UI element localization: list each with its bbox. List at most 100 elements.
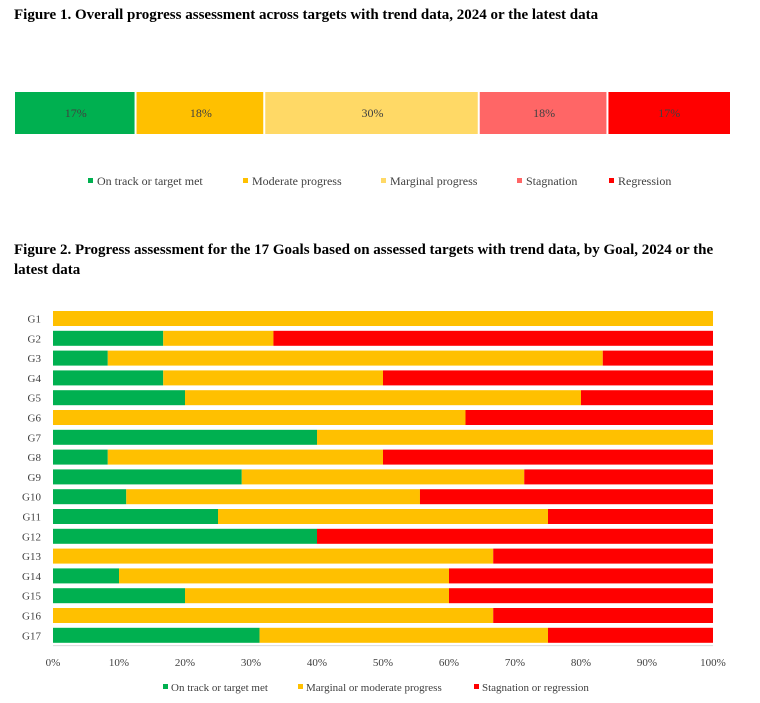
fig2-legend-swatch-on-track-or-target-met xyxy=(163,684,168,689)
fig2-x-tick-label: 20% xyxy=(175,657,195,669)
fig2-bar-g11-marginal-or-moderate-progress xyxy=(218,509,548,524)
fig2-x-tick-label: 50% xyxy=(373,657,393,669)
fig2-category-label: G9 xyxy=(28,472,42,484)
fig2-legend-swatch-marginal-or-moderate-progress xyxy=(298,684,303,689)
figure1-chart: 17% 18% 30% 18% 17% xyxy=(15,92,730,134)
fig2-bar-g10-on-track-or-target-met xyxy=(53,489,127,505)
fig2-category-label: G6 xyxy=(28,413,42,425)
fig2-bar-g11-on-track-or-target-met xyxy=(53,509,218,524)
fig2-bar-g9-stagnation-or-regression xyxy=(524,469,713,485)
fig2-category-label: G2 xyxy=(28,333,41,345)
fig2-legend-label: On track or target met xyxy=(171,682,268,694)
fig2-category-label: G3 xyxy=(28,353,42,365)
fig2-bar-g17-stagnation-or-regression xyxy=(548,627,713,643)
fig1-value-label: 17% xyxy=(658,106,680,120)
fig2-category-label: G15 xyxy=(22,591,41,603)
fig2-bar-g6-marginal-or-moderate-progress xyxy=(53,410,466,425)
fig1-segment-stagnation xyxy=(479,92,607,134)
fig2-bar-g9-marginal-or-moderate-progress xyxy=(241,469,525,485)
fig2-bar-g10-marginal-or-moderate-progress xyxy=(126,489,420,505)
fig2-x-tick-label: 30% xyxy=(241,657,261,669)
fig2-category-label: G10 xyxy=(22,492,41,504)
fig1-legend-swatch-stagnation xyxy=(517,178,522,183)
fig2-x-tick-label: 70% xyxy=(505,657,525,669)
fig2-bar-g8-on-track-or-target-met xyxy=(53,449,108,465)
fig2-x-tick-label: 60% xyxy=(439,657,459,669)
fig2-category-label: G4 xyxy=(28,373,42,385)
fig2-bar-g3-on-track-or-target-met xyxy=(53,350,108,366)
fig1-value-label: 17% xyxy=(65,106,87,120)
fig2-bar-g2-on-track-or-target-met xyxy=(53,330,164,346)
fig2-bar-g8-stagnation-or-regression xyxy=(383,449,713,465)
fig1-legend-swatch-marginal-progress xyxy=(381,178,386,183)
fig1-segment-regression xyxy=(608,92,730,134)
fig1-segment-on-track-or-target-met xyxy=(15,92,135,134)
fig2-bar-g2-marginal-or-moderate-progress xyxy=(163,330,274,346)
fig2-bar-g5-stagnation-or-regression xyxy=(581,390,713,406)
fig2-category-label: G5 xyxy=(28,393,42,405)
fig2-legend-label: Stagnation or regression xyxy=(482,682,589,694)
figure2-x-axis: 0% 10% 20% 30% 40% 50% 60% 70% 80% 90% 100% xyxy=(46,645,726,669)
fig2-x-tick-label: 100% xyxy=(700,657,726,669)
fig2-bar-g14-stagnation-or-regression xyxy=(449,568,713,584)
fig2-x-tick-label: 90% xyxy=(637,657,657,669)
fig2-bar-g4-marginal-or-moderate-progress xyxy=(163,370,383,386)
fig2-bar-g14-marginal-or-moderate-progress xyxy=(119,568,449,584)
fig2-bar-g5-marginal-or-moderate-progress xyxy=(185,390,581,406)
fig2-x-tick-label: 80% xyxy=(571,657,591,669)
fig2-bar-g5-on-track-or-target-met xyxy=(53,390,185,406)
fig2-category-label: G8 xyxy=(28,452,42,464)
fig2-bar-g8-marginal-or-moderate-progress xyxy=(107,449,383,465)
fig2-bar-g2-stagnation-or-regression xyxy=(273,330,713,346)
fig2-category-label: G12 xyxy=(22,531,41,543)
fig2-bar-g6-stagnation-or-regression xyxy=(465,410,713,425)
fig2-category-label: G17 xyxy=(22,630,41,642)
fig2-bar-g17-marginal-or-moderate-progress xyxy=(259,627,548,643)
fig2-bar-g16-marginal-or-moderate-progress xyxy=(53,608,494,623)
fig2-category-label: G11 xyxy=(22,512,41,524)
fig2-legend-swatch-stagnation-or-regression xyxy=(474,684,479,689)
fig2-x-tick-label: 0% xyxy=(46,657,61,669)
fig2-bar-g10-stagnation-or-regression xyxy=(419,489,713,505)
fig1-legend-swatch-on-track-or-target-met xyxy=(88,178,93,183)
fig2-category-label: G7 xyxy=(28,432,42,444)
fig2-x-tick-label: 10% xyxy=(109,657,129,669)
fig2-bar-g15-on-track-or-target-met xyxy=(53,588,185,604)
fig2-bar-g4-stagnation-or-regression xyxy=(383,370,713,386)
fig2-category-label: G13 xyxy=(22,551,41,563)
fig2-bar-g15-stagnation-or-regression xyxy=(449,588,713,604)
fig1-legend-label: Moderate progress xyxy=(252,174,342,188)
fig2-bar-g12-on-track-or-target-met xyxy=(53,528,317,544)
fig2-bar-g11-stagnation-or-regression xyxy=(548,509,713,524)
fig1-legend-label: Marginal progress xyxy=(390,174,478,188)
fig2-bar-g15-marginal-or-moderate-progress xyxy=(185,588,449,604)
fig1-legend-swatch-moderate-progress xyxy=(243,178,248,183)
fig2-category-label: G1 xyxy=(28,314,41,326)
fig2-bar-g4-on-track-or-target-met xyxy=(53,370,164,386)
figure1-title: Figure 1. Overall progress assessment ac… xyxy=(14,7,599,23)
fig2-bar-g16-stagnation-or-regression xyxy=(493,608,713,623)
figure1-legend: On track or target met Moderate progress M… xyxy=(88,174,671,188)
fig1-segment-marginal-progress xyxy=(265,92,478,134)
fig1-legend-label: On track or target met xyxy=(97,174,203,188)
fig2-bar-g1-marginal-or-moderate-progress xyxy=(53,311,713,326)
figure2-legend: On track or target met Marginal or modera… xyxy=(163,682,589,694)
fig2-legend-label: Marginal or moderate progress xyxy=(306,682,442,694)
figure2-chart: G1 G2 G3 G4 G5 G6 G7 G8 G9 G10 G11 G12 G13 G14 G15 G16 G… xyxy=(22,311,713,643)
fig2-bar-g9-on-track-or-target-met xyxy=(53,469,242,485)
fig2-category-label: G16 xyxy=(22,611,41,623)
figure2-title: Figure 2. Progress assessment for the 17… xyxy=(14,242,714,278)
fig2-bar-g13-stagnation-or-regression xyxy=(493,548,713,564)
fig1-value-label: 18% xyxy=(533,106,555,120)
fig2-category-label: G14 xyxy=(22,571,41,583)
fig2-bar-g13-marginal-or-moderate-progress xyxy=(53,548,494,564)
fig2-bar-g3-stagnation-or-regression xyxy=(602,350,713,366)
fig1-legend-swatch-regression xyxy=(609,178,614,183)
fig2-bar-g7-marginal-or-moderate-progress xyxy=(317,429,713,445)
fig2-bar-g3-marginal-or-moderate-progress xyxy=(107,350,603,366)
fig2-bar-g17-on-track-or-target-met xyxy=(53,627,260,643)
fig2-bar-g14-on-track-or-target-met xyxy=(53,568,119,584)
fig2-bar-g7-on-track-or-target-met xyxy=(53,429,317,445)
fig1-value-label: 18% xyxy=(190,106,212,120)
